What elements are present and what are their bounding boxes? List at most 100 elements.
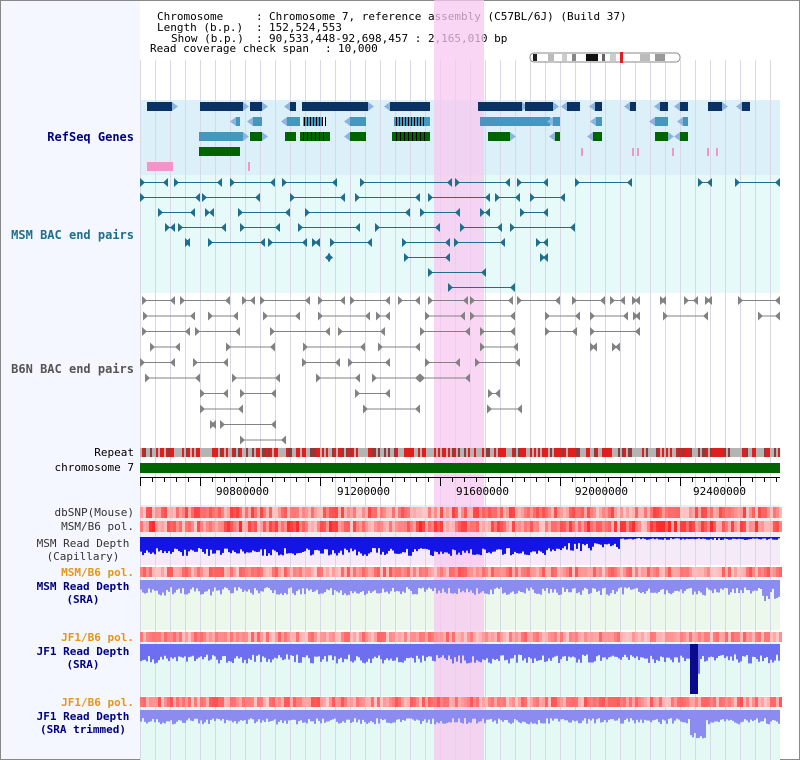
capillary-depth-bar	[520, 537, 522, 554]
msm-sra-depth-bar	[722, 580, 724, 590]
polymorphism-cell	[566, 697, 569, 707]
msm-sra-depth-bar	[610, 580, 612, 594]
capillary-depth-bar	[676, 537, 678, 539]
gene-arrow	[284, 102, 290, 111]
repeat-segment	[340, 448, 342, 457]
polymorphism-cell	[392, 507, 395, 518]
b6n-bac-end	[465, 373, 470, 383]
msm-sra-depth-bar	[144, 580, 146, 594]
polymorphism-cell	[623, 632, 626, 642]
label-b6n-bac[interactable]: B6N BAC end pairs	[11, 362, 134, 376]
polymorphism-cell	[593, 567, 596, 577]
b6n-bac-end	[693, 296, 698, 305]
polymorphism-cell	[284, 632, 287, 642]
exon-mark	[408, 132, 409, 141]
jf1-trim-depth-bar	[662, 710, 664, 720]
b6n-bac-end	[495, 389, 500, 398]
polymorphism-cell	[743, 507, 746, 518]
polymorphism-cell	[320, 521, 323, 532]
b6n-bac-end	[193, 358, 198, 367]
label-msm-bac[interactable]: MSM BAC end pairs	[11, 228, 134, 242]
jf1-sra-depth-bar	[234, 644, 236, 659]
msm-sra-depth-bar	[256, 580, 258, 591]
jf1-sra-depth-bar	[656, 644, 658, 660]
exon-mark	[412, 132, 413, 141]
jf1-sra-depth-bar	[506, 644, 508, 660]
polymorphism-cell	[332, 567, 335, 577]
polymorphism-cell	[578, 521, 581, 532]
jf1-trim-depth-bar	[618, 710, 620, 719]
polymorphism-cell	[476, 521, 479, 532]
jf1-sra-depth-bar	[250, 644, 252, 660]
jf1-trim-depth-bar	[484, 710, 486, 724]
capillary-depth-bar	[500, 537, 502, 550]
polymorphism-cell	[680, 507, 683, 518]
msm-sra-depth-bar	[406, 580, 408, 588]
msm-bac-end	[195, 193, 200, 202]
jf1-sra-depth-bar	[716, 644, 718, 659]
polymorphism-cell	[353, 521, 356, 532]
capillary-depth-bar	[536, 537, 538, 554]
gene-arrow	[561, 102, 567, 111]
polymorphism-cell	[623, 521, 626, 532]
polymorphism-cell	[425, 521, 428, 532]
capillary-depth-bar	[212, 537, 214, 554]
jf1-trim-depth-bar	[426, 710, 428, 723]
gene-arrow	[262, 102, 268, 111]
polymorphism-cell	[764, 567, 767, 577]
polymorphism-cell	[161, 697, 164, 707]
chromosome-ideogram[interactable]	[529, 52, 681, 63]
jf1-sra-depth-bar	[286, 644, 288, 655]
b6n-bac-end	[260, 296, 265, 305]
polymorphism-cell	[623, 697, 626, 707]
msm-sra-depth-bar	[564, 580, 566, 592]
capillary-depth-bar	[578, 537, 580, 544]
repeat-segment	[316, 448, 318, 457]
polymorphism-cell	[500, 632, 503, 642]
msm-sra-depth-bar	[698, 580, 700, 591]
capillary-depth-bar	[526, 537, 528, 555]
msm-sra-depth-bar	[654, 580, 656, 593]
polymorphism-cell	[734, 632, 737, 642]
jf1-trim-depth-bar	[248, 710, 250, 720]
capillary-depth-bar	[162, 537, 164, 554]
jf1-sra-depth-bar	[540, 644, 542, 660]
b6n-bac-end	[684, 296, 689, 305]
label-refseq-genes[interactable]: RefSeq Genes	[47, 130, 134, 144]
polymorphism-cell	[251, 632, 254, 642]
polymorphism-cell	[677, 567, 680, 577]
jf1-trim-depth-bar	[280, 710, 282, 721]
jf1-sra-depth-bar	[316, 644, 318, 657]
polymorphism-cell	[374, 507, 377, 518]
jf1-sra-depth-bar	[200, 644, 202, 657]
exon-mark	[400, 132, 401, 141]
polymorphism-cell	[209, 567, 212, 577]
gene-block	[596, 117, 602, 126]
msm-bac-end	[543, 178, 548, 187]
msm-sra-depth-bar	[624, 580, 626, 588]
jf1-trim-depth-bar	[710, 710, 712, 723]
polymorphism-cell	[254, 697, 257, 707]
capillary-depth-bar	[738, 537, 740, 539]
polymorphism-cell	[155, 521, 158, 532]
jf1-trim-depth-bar	[272, 710, 274, 721]
repeat-segment	[596, 448, 598, 457]
jf1-sra-depth-bar	[156, 644, 158, 663]
polymorphism-cell	[710, 632, 713, 642]
jf1-sra-depth-bar	[552, 644, 554, 658]
polymorphism-cell	[368, 697, 371, 707]
gene-arrow	[262, 132, 268, 141]
jf1-sra-depth-bar	[622, 644, 624, 657]
polymorphism-cell	[431, 507, 434, 518]
polymorphism-cell	[488, 567, 491, 577]
polymorphism-cell	[449, 567, 452, 577]
capillary-depth-bar	[724, 537, 726, 539]
polymorphism-cell	[281, 521, 284, 532]
capillary-depth-bar	[290, 537, 292, 554]
jf1-sra-depth-bar	[468, 644, 470, 664]
capillary-depth-bar	[464, 537, 466, 553]
polymorphism-cell	[296, 507, 299, 518]
jf1-sra-depth-bar	[402, 644, 404, 663]
polymorphism-cell	[419, 697, 422, 707]
